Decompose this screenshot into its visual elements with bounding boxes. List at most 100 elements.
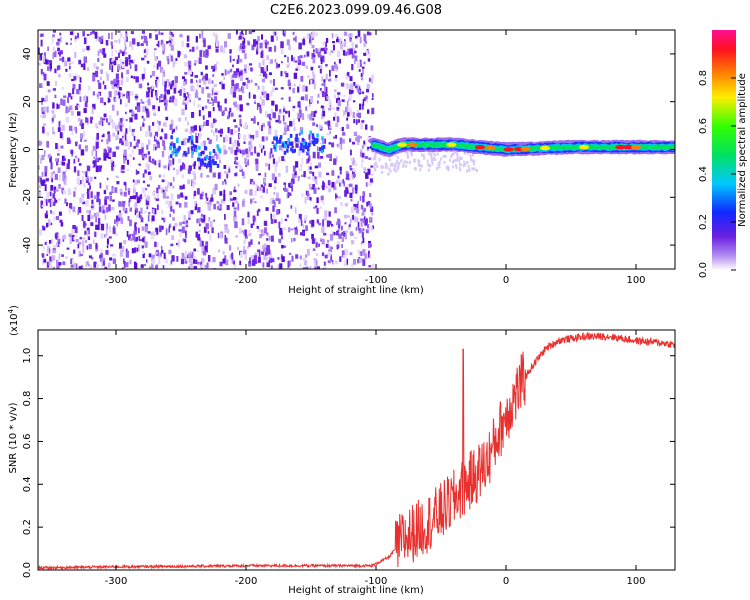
spectrogram-noise-cell: [75, 239, 79, 243]
spectrogram-noise-cell: [246, 40, 250, 43]
spectrogram-noise-cell: [288, 110, 290, 118]
spectrogram-noise-cell: [43, 198, 47, 204]
signal-ridge-hotspot: [631, 144, 641, 150]
spectrogram-noise-cell: [312, 115, 314, 120]
spectrogram-noise-cell: [169, 124, 173, 131]
spectrogram-noise-cell: [170, 81, 174, 88]
spectrogram-noise-cell: [339, 179, 343, 186]
spectrogram-noise-cell: [41, 179, 45, 186]
spectrogram-noise-cell: [68, 125, 73, 131]
spectrogram-noise-cell: [271, 100, 275, 106]
spectrogram-noise-cell: [119, 59, 123, 67]
spectrogram-noise-cell: [145, 48, 149, 55]
spectrogram-noise-cell: [134, 222, 137, 225]
spectrogram-noise-cell: [288, 252, 292, 255]
spectrogram-noise-cell: [249, 189, 253, 196]
spectrogram-noise-cell: [350, 158, 354, 162]
spectrogram-noise-cell: [258, 173, 261, 176]
spectrogram-noise-cell: [183, 87, 186, 95]
spectrogram-patch-cell: [279, 135, 283, 140]
spectrogram-noise-cell: [267, 121, 271, 126]
spectrogram-noise-cell: [325, 185, 328, 189]
spectrogram-noise-cell: [321, 252, 325, 257]
snr-x-tick-label: -100: [365, 576, 388, 587]
spectrogram-noise-cell: [159, 252, 162, 257]
spectrogram-noise-cell: [321, 55, 325, 63]
spectrogram-noise-cell: [300, 219, 303, 226]
spectrogram-noise-cell: [93, 261, 97, 268]
spectrogram-noise-cell: [358, 135, 362, 139]
spectrogram-noise-cell: [176, 256, 179, 262]
spectrogram-noise-cell: [336, 36, 339, 41]
spectrogram-noise-cell: [366, 31, 370, 36]
spectrogram-noise-cell: [340, 137, 343, 144]
signal-ridge-hotspot: [485, 145, 496, 151]
spectrogram-halo-cell: [470, 158, 472, 161]
spectrogram-noise-cell: [197, 207, 201, 213]
spectrogram-noise-cell: [253, 181, 255, 185]
spectrogram-noise-cell: [331, 65, 335, 71]
spectrogram-y-tick-label: -20: [22, 189, 33, 205]
spectrogram-noise-cell: [368, 265, 371, 268]
spectrogram-noise-cell: [162, 265, 165, 269]
spectrogram-halo-cell: [422, 154, 425, 157]
spectrogram-noise-cell: [82, 237, 86, 240]
spectrogram-noise-cell: [110, 41, 113, 46]
spectrogram-noise-cell: [301, 61, 306, 66]
spectrogram-noise-cell: [90, 215, 94, 219]
spectrogram-noise-cell: [168, 84, 171, 88]
spectrogram-noise-cell: [262, 123, 265, 127]
spectrogram-noise-cell: [171, 129, 174, 135]
spectrogram-noise-cell: [350, 216, 353, 223]
spectrogram-noise-cell: [333, 116, 336, 121]
spectrogram-noise-cell: [349, 76, 353, 81]
spectrogram-noise-cell: [46, 245, 50, 249]
spectrogram-patch-cell: [169, 143, 173, 148]
spectrogram-noise-cell: [233, 102, 235, 106]
spectrogram-noise-cell: [248, 232, 252, 236]
spectrogram-noise-cell: [81, 265, 84, 269]
spectrogram-noise-cell: [51, 121, 54, 124]
spectrogram-noise-cell: [353, 48, 356, 51]
spectrogram-noise-cell: [157, 106, 160, 112]
spectrogram-noise-cell: [132, 234, 135, 239]
spectrogram-noise-cell: [144, 194, 149, 200]
spectrogram-noise-cell: [264, 162, 268, 167]
spectrogram-halo-cell: [374, 153, 376, 157]
spectrogram-noise-cell: [179, 34, 183, 38]
spectrogram-noise-cell: [283, 227, 287, 230]
spectrogram-noise-cell: [40, 115, 43, 118]
spectrogram-noise-cell: [320, 105, 324, 109]
spectrogram-noise-cell: [227, 70, 230, 75]
spectrogram-noise-cell: [108, 262, 111, 268]
spectrogram-noise-cell: [124, 133, 127, 141]
spectrogram-noise-cell: [224, 259, 229, 266]
spectrogram-noise-cell: [201, 258, 205, 263]
spectrogram-noise-cell: [109, 257, 113, 261]
spectrogram-noise-cell: [160, 245, 163, 249]
spectrogram-noise-cell: [188, 252, 192, 255]
spectrogram-noise-cell: [98, 198, 101, 206]
spectrogram-noise-cell: [221, 80, 223, 85]
spectrogram-noise-cell: [129, 219, 132, 227]
spectrogram-noise-cell: [55, 143, 58, 149]
spectrogram-noise-cell: [140, 194, 143, 200]
spectrogram-noise-cell: [269, 251, 272, 259]
spectrogram-noise-cell: [350, 33, 353, 38]
spectrogram-noise-cell: [239, 35, 242, 40]
spectrogram-noise-cell: [195, 259, 198, 264]
spectrogram-noise-cell: [272, 258, 275, 263]
spectrogram-noise-cell: [100, 69, 103, 74]
spectrogram-noise-cell: [287, 261, 290, 268]
spectrogram-noise-cell: [49, 249, 51, 253]
spectrogram-noise-cell: [194, 59, 198, 64]
spectrogram-noise-cell: [242, 200, 245, 207]
spectrogram-noise-cell: [205, 164, 208, 169]
spectrogram-noise-cell: [172, 217, 175, 221]
spectrogram-noise-cell: [256, 152, 260, 157]
spectrogram-noise-cell: [266, 55, 269, 61]
spectrogram-noise-cell: [307, 165, 310, 172]
spectrogram-noise-cell: [301, 266, 304, 269]
spectrogram-noise-cell: [224, 179, 227, 182]
spectrogram-noise-cell: [254, 146, 257, 154]
